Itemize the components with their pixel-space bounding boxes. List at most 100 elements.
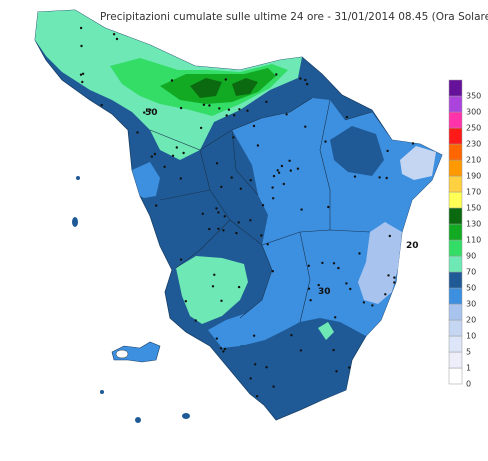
station-dot (317, 283, 320, 287)
station-dot (219, 347, 223, 350)
legend-swatch (448, 319, 463, 337)
station-dot (238, 108, 241, 111)
zone-aquamarine-small (318, 322, 334, 340)
station-dot (223, 215, 226, 218)
district-borders (149, 97, 373, 323)
border (159, 189, 231, 269)
station-dot (306, 82, 309, 86)
station-dot (182, 151, 185, 155)
station-dot (261, 204, 265, 207)
zone-light-blue-ne (400, 146, 436, 180)
station-dot (215, 337, 218, 340)
station-dot (136, 131, 139, 134)
legend-label: 70 (466, 268, 476, 277)
station-dot (288, 159, 291, 162)
station-dot (358, 252, 361, 255)
zone-medium-blue-west (132, 162, 160, 198)
station-dot (225, 114, 228, 117)
islands (72, 176, 190, 423)
legend-swatch (448, 303, 463, 321)
legend-label: 5 (466, 348, 471, 357)
legend: 0 1 5 10 20 30 50 70 90 110 130 150 170 190 210 230 250 3… (448, 79, 481, 389)
legend-swatch (448, 127, 463, 145)
station-dot (321, 261, 324, 265)
station-dot (411, 142, 415, 145)
border (319, 99, 373, 230)
station-dot (304, 125, 307, 128)
map-title: Precipitazioni cumulate sulle ultime 24 … (100, 11, 488, 23)
station-dot (222, 229, 225, 232)
station-dot (230, 176, 233, 179)
station-dot (199, 126, 203, 130)
legend-label: 190 (466, 172, 481, 181)
station-dot (233, 114, 236, 117)
station-dot (153, 152, 157, 156)
station-dot (222, 350, 225, 353)
station-dot (218, 107, 221, 110)
station-dot (285, 113, 288, 116)
station-dot (232, 136, 235, 139)
station-dot (217, 211, 220, 214)
station-dot (208, 104, 211, 107)
island-capraia (72, 217, 78, 227)
station-dot (265, 100, 268, 104)
border (149, 97, 313, 151)
station-dot (115, 37, 119, 41)
station-dot (324, 140, 327, 143)
legend-swatch (448, 79, 463, 97)
station-dot (220, 299, 223, 302)
legend-swatch (448, 191, 463, 209)
station-dot (300, 208, 303, 211)
station-dot (215, 162, 219, 165)
station-dot (280, 164, 284, 168)
station-dot (227, 108, 231, 111)
station-dot (155, 204, 158, 207)
legend-swatch (448, 367, 463, 385)
station-dot (393, 276, 396, 279)
legend-swatch (448, 351, 463, 369)
station-dot (170, 79, 174, 82)
contour-label: 30 (318, 287, 331, 297)
station-dot (275, 73, 278, 76)
station-dot (348, 366, 351, 369)
station-dot (211, 285, 215, 288)
legend-swatch (448, 239, 463, 257)
legend-label: 130 (466, 220, 481, 229)
station-dot (272, 174, 276, 178)
station-dot (289, 169, 292, 172)
station-dot (171, 154, 175, 157)
station-dot (80, 44, 83, 48)
station-dot (184, 300, 187, 303)
station-dot (235, 231, 238, 235)
station-dot (271, 186, 274, 189)
legend-label: 230 (466, 140, 481, 149)
zone-light-blue (358, 222, 402, 304)
station-dot (393, 281, 396, 284)
station-dot (201, 212, 204, 215)
station-dot (149, 108, 152, 112)
station-dot (378, 176, 381, 179)
station-dot (307, 264, 310, 267)
legend-label: 30 (466, 300, 476, 309)
station-dot (384, 293, 387, 296)
station-dot (150, 155, 153, 158)
station-dot (81, 72, 85, 76)
station-dot (309, 299, 312, 302)
legend-swatch (448, 159, 463, 177)
station-dot (272, 385, 275, 388)
island-montecristo (135, 417, 141, 423)
station-dot (388, 234, 391, 238)
station-dot (249, 219, 252, 222)
station-dot (353, 175, 357, 178)
station-dot (175, 146, 178, 149)
station-dot (299, 77, 302, 80)
island-elba-low (115, 349, 129, 359)
station-dot (304, 78, 307, 82)
station-dot (349, 287, 352, 291)
station-dot (223, 347, 227, 351)
legend-label: 20 (466, 316, 476, 325)
station-dot (345, 115, 349, 119)
station-dot (256, 144, 260, 147)
